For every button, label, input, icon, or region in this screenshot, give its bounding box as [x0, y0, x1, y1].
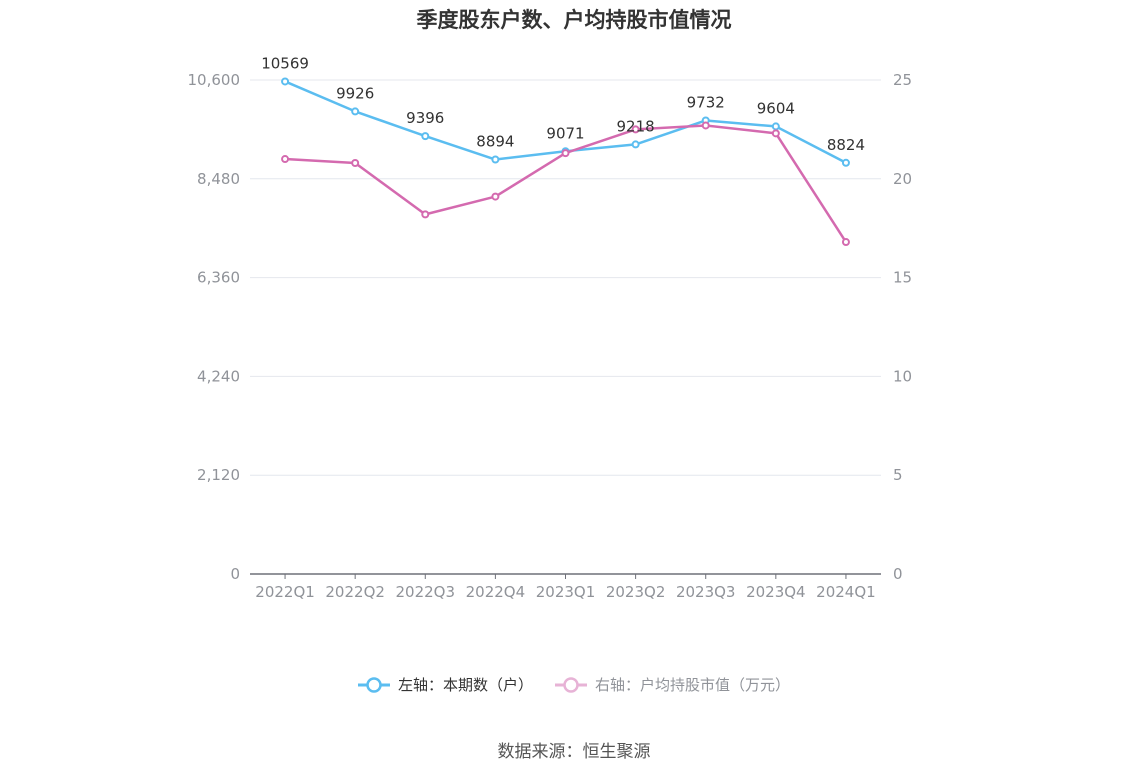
data-label: 8824 [827, 136, 865, 154]
data-point-left [841, 158, 850, 167]
x-axis-tick-label: 2023Q2 [606, 583, 666, 601]
left-axis-tick: 4,240 [197, 367, 240, 385]
right-axis-tick: 0 [893, 565, 903, 583]
right-axis-tick: 10 [893, 367, 912, 385]
data-point-right [841, 238, 850, 247]
x-axis-tick-label: 2022Q1 [255, 583, 315, 601]
data-label: 9604 [757, 99, 795, 117]
legend: 左轴：本期数（户） 右轴：户均持股市值（万元） [0, 674, 1148, 695]
left-axis-tick: 10,600 [188, 71, 241, 89]
series-line-right [284, 124, 847, 243]
data-label: 9926 [336, 84, 374, 102]
legend-left-swatch-icon [357, 676, 390, 693]
data-point-right [701, 121, 710, 130]
data-label: 8894 [476, 133, 514, 151]
x-axis-tick-label: 2024Q1 [816, 583, 876, 601]
legend-right-label: 右轴：户均持股市值（万元） [595, 676, 791, 694]
legend-item-right-axis[interactable]: 右轴：户均持股市值（万元） [555, 674, 790, 695]
data-point-right [281, 155, 290, 164]
data-label: 9396 [406, 109, 444, 127]
data-source: 数据来源：恒生聚源 [497, 742, 651, 762]
right-axis-tick: 5 [893, 466, 903, 484]
data-point-right [631, 125, 640, 134]
left-axis-tick: 8,480 [197, 170, 240, 188]
data-point-right [491, 192, 500, 201]
data-point-left [631, 140, 640, 149]
data-point-left [491, 155, 500, 164]
data-point-left [281, 77, 290, 86]
data-label: 9071 [546, 124, 584, 142]
x-axis-tick-label: 2022Q4 [466, 583, 526, 601]
data-point-right [421, 210, 430, 219]
data-label: 9218 [617, 117, 655, 135]
data-point-right [351, 158, 360, 167]
left-axis-tick: 2,120 [197, 466, 240, 484]
left-axis-tick: 0 [230, 565, 240, 583]
chart-title: 季度股东户数、户均持股市值情况 [416, 8, 732, 32]
data-label: 10569 [261, 54, 309, 72]
x-axis-tick-label: 2023Q1 [536, 583, 596, 601]
right-axis-tick: 20 [893, 170, 912, 188]
data-point-left [421, 132, 430, 141]
right-axis-tick: 15 [893, 269, 912, 287]
x-axis-tick-label: 2022Q2 [325, 583, 385, 601]
data-point-right [771, 129, 780, 138]
legend-left-label: 左轴：本期数（户） [397, 676, 533, 694]
data-point-left [351, 107, 360, 116]
data-label: 9732 [687, 93, 725, 111]
data-point-left [771, 122, 780, 131]
x-axis-tick-label: 2023Q3 [676, 583, 736, 601]
data-point-right [561, 149, 570, 158]
left-axis-tick: 6,360 [197, 269, 240, 287]
x-axis-tick-label: 2022Q3 [396, 583, 456, 601]
legend-right-swatch-icon [555, 676, 587, 693]
x-axis-tick-label: 2023Q4 [746, 583, 806, 601]
legend-item-left-axis[interactable]: 左轴：本期数（户） [357, 674, 533, 695]
right-axis-tick: 25 [893, 71, 912, 89]
